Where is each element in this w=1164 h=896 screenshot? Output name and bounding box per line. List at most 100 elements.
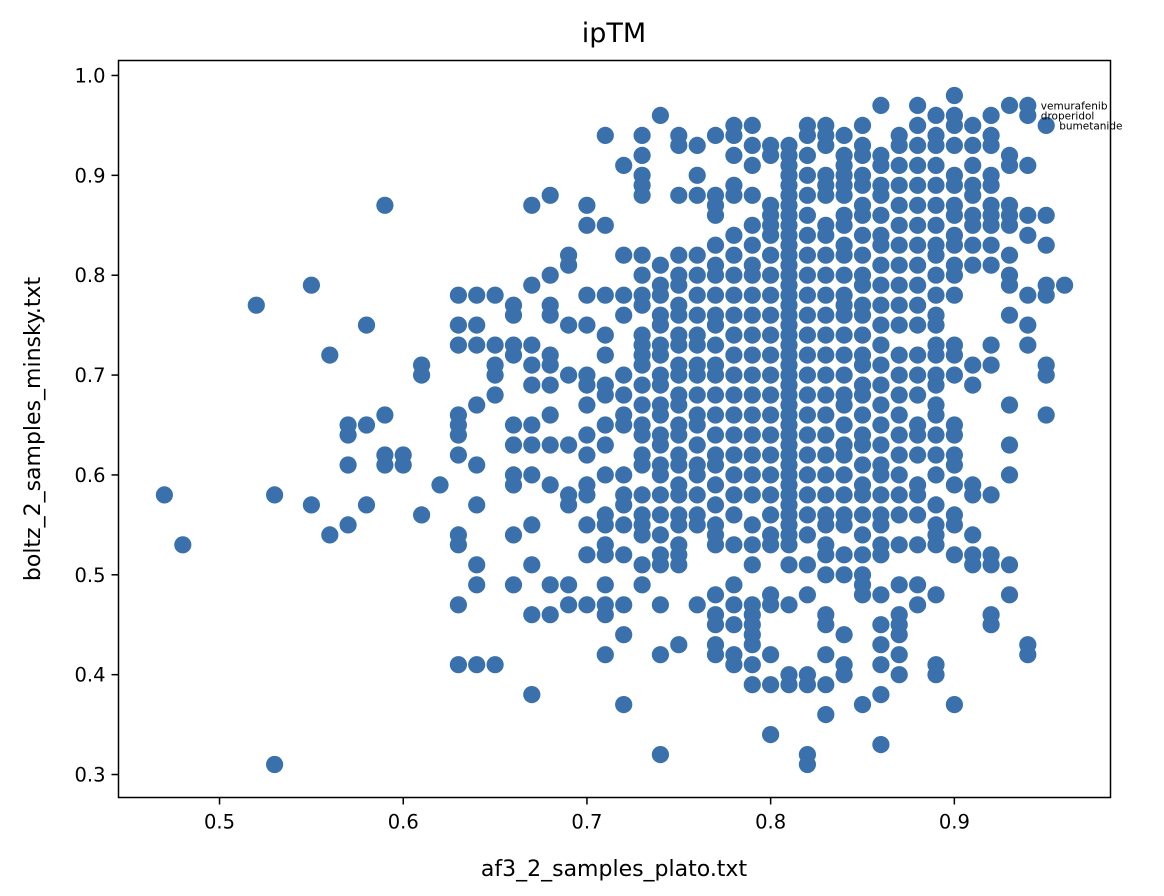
- data-point: [762, 366, 780, 384]
- data-point: [596, 466, 614, 484]
- data-point: [872, 416, 890, 434]
- data-point: [835, 626, 853, 644]
- data-point: [633, 246, 651, 264]
- data-point: [872, 486, 890, 504]
- data-point: [560, 256, 578, 274]
- data-point: [872, 96, 890, 114]
- data-point: [1000, 466, 1019, 484]
- data-point: [853, 306, 872, 324]
- data-point: [817, 566, 835, 584]
- data-point: [853, 586, 872, 604]
- data-point: [817, 346, 835, 364]
- data-point: [927, 106, 945, 124]
- data-point: [872, 396, 890, 414]
- data-point: [578, 446, 596, 464]
- data-point: [964, 116, 982, 134]
- data-point: [725, 346, 743, 364]
- data-point: [468, 556, 486, 574]
- data-point: [872, 616, 890, 634]
- data-point: [302, 276, 320, 294]
- data-point: [872, 516, 890, 534]
- data-point: [1037, 236, 1055, 254]
- data-point: [688, 306, 706, 324]
- data-point: [762, 506, 780, 524]
- data-point: [706, 536, 725, 554]
- data-point: [817, 386, 835, 404]
- data-point: [431, 476, 449, 494]
- data-point: [1037, 206, 1055, 224]
- data-point: [835, 186, 853, 204]
- data-point: [1019, 226, 1037, 244]
- data-point: [743, 636, 761, 654]
- data-point: [982, 486, 1000, 504]
- data-point: [817, 546, 835, 564]
- data-point: [706, 336, 725, 354]
- data-point: [909, 316, 927, 334]
- data-point: [853, 276, 872, 294]
- data-point: [1019, 156, 1037, 174]
- data-point: [835, 396, 853, 414]
- data-point: [927, 586, 945, 604]
- data-point: [633, 556, 651, 574]
- data-point: [670, 136, 688, 154]
- data-point: [560, 496, 578, 514]
- data-point: [982, 236, 1000, 254]
- data-point: [743, 536, 761, 554]
- data-point: [964, 136, 982, 154]
- data-point: [615, 626, 633, 644]
- data-point: [945, 176, 964, 194]
- data-point: [725, 426, 743, 444]
- data-point: [798, 126, 817, 144]
- data-point: [578, 216, 596, 234]
- data-point: [817, 466, 835, 484]
- data-point: [706, 386, 725, 404]
- data-point: [725, 576, 743, 594]
- y-tick-label: 1.0: [74, 64, 105, 87]
- data-point: [541, 436, 559, 454]
- data-point: [486, 366, 504, 384]
- data-point: [633, 576, 651, 594]
- data-point: [927, 346, 945, 364]
- data-point: [762, 426, 780, 444]
- data-point: [743, 486, 761, 504]
- data-point: [817, 616, 835, 634]
- x-axis: 0.5 0.6 0.7 0.8 0.9: [204, 797, 970, 834]
- data-point: [853, 696, 872, 714]
- data-point: [1000, 436, 1019, 454]
- data-point: [706, 266, 725, 284]
- data-point: [798, 266, 817, 284]
- data-point: [853, 176, 872, 194]
- data-point: [725, 406, 743, 424]
- data-point: [670, 636, 688, 654]
- data-point: [817, 446, 835, 464]
- data-point: [706, 406, 725, 424]
- data-point: [523, 416, 541, 434]
- data-point: [964, 356, 982, 374]
- x-axis-label: af3_2_samples_plato.txt: [481, 857, 748, 882]
- data-point: [872, 436, 890, 454]
- data-point: [964, 236, 982, 254]
- data-point: [1000, 246, 1019, 264]
- x-tick-label: 0.8: [755, 811, 786, 834]
- data-point: [725, 656, 743, 674]
- data-point: [633, 486, 651, 504]
- annotation-label: droperidol: [1041, 110, 1095, 122]
- data-point: [725, 226, 743, 244]
- data-point: [706, 586, 725, 604]
- data-point: [523, 556, 541, 574]
- data-point: [725, 596, 743, 614]
- data-point: [615, 496, 633, 514]
- data-point: [835, 266, 853, 284]
- data-point: [706, 366, 725, 384]
- data-point: [743, 306, 761, 324]
- data-point: [339, 426, 357, 444]
- data-point: [964, 376, 982, 394]
- data-point: [596, 546, 614, 564]
- data-point: [890, 136, 908, 154]
- data-point: [706, 426, 725, 444]
- data-point: [633, 126, 651, 144]
- data-point: [725, 306, 743, 324]
- data-point: [615, 696, 633, 714]
- data-point: [780, 596, 798, 614]
- data-point: [743, 266, 761, 284]
